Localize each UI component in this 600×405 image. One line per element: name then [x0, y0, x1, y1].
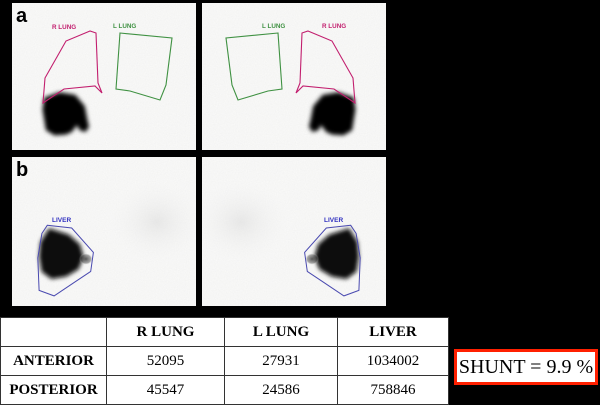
- svg-text:L LUNG: L LUNG: [113, 23, 136, 30]
- svg-text:L LUNG: L LUNG: [262, 23, 285, 30]
- svg-text:R LUNG: R LUNG: [52, 24, 76, 31]
- svg-text:R LUNG: R LUNG: [322, 23, 346, 30]
- svg-text:LIVER: LIVER: [52, 217, 71, 224]
- svg-text:LIVER: LIVER: [324, 217, 343, 224]
